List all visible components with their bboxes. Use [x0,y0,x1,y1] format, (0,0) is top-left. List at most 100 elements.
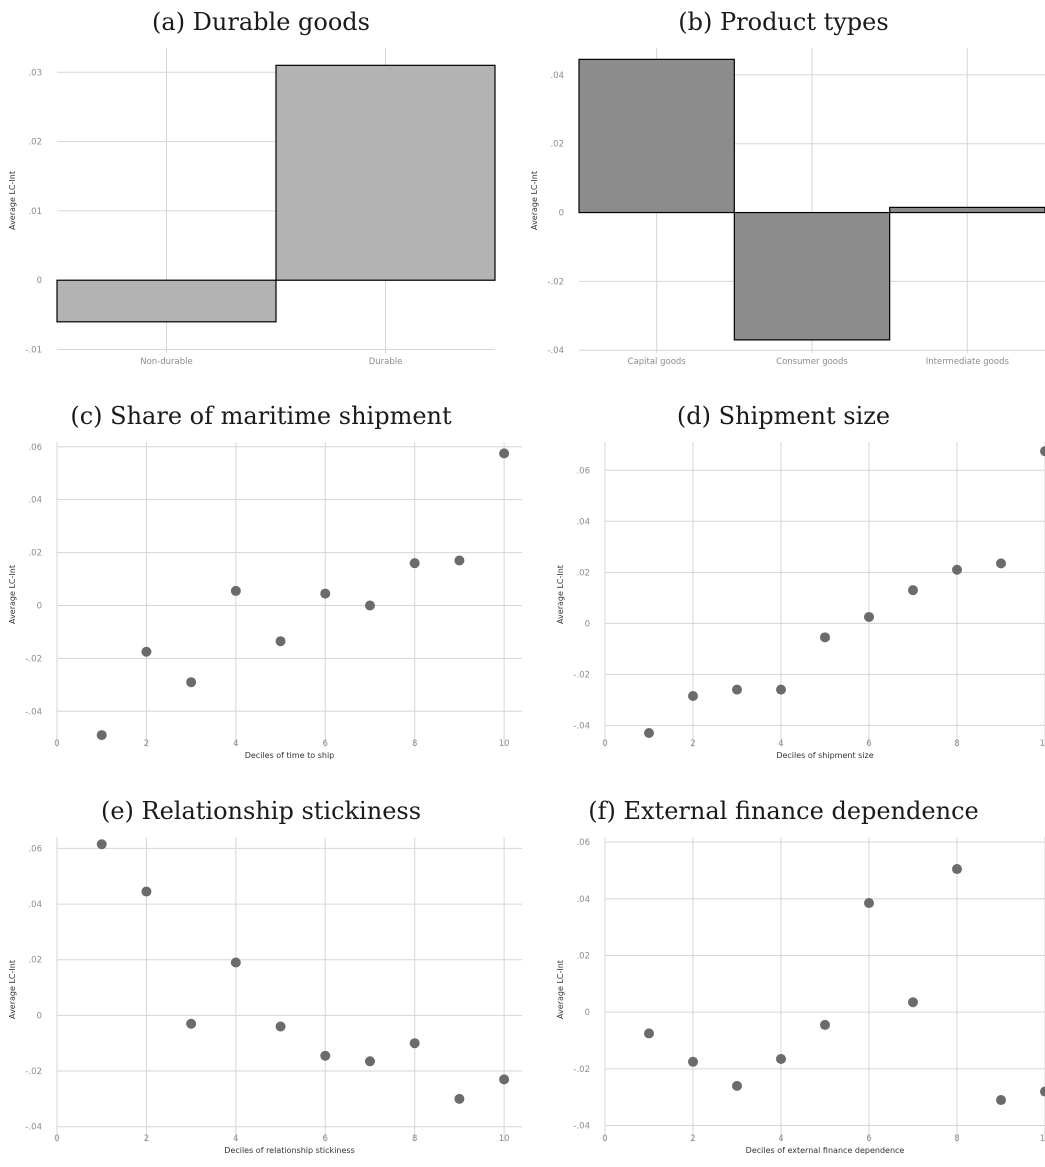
y-axis-label: Average LC-Int [8,171,17,230]
y-tick-label: .06 [576,466,590,476]
y-tick-label: -.01 [25,346,42,356]
data-point [230,585,241,596]
y-tick-label: 0 [585,1008,590,1018]
x-axis-label: Deciles of relationship stickiness [224,1146,355,1155]
y-tick-label: -.02 [25,1067,42,1077]
data-point [141,646,152,657]
x-tick-label: 8 [412,739,417,749]
y-tick-label: -.04 [25,1123,42,1133]
data-point [499,448,510,459]
x-axis-label: Deciles of shipment size [776,751,873,760]
y-tick-label: -.04 [25,707,42,717]
bar-consumer-goods [733,211,891,341]
x-tick-label: 4 [778,1134,783,1144]
y-tick-label: 0 [37,276,42,286]
x-category-label: Capital goods [628,357,687,367]
x-category-label: Consumer goods [776,357,848,367]
data-point [952,864,962,875]
data-point [275,1021,286,1032]
x-tick-label: 2 [690,739,695,749]
data-point [364,1056,375,1067]
x-tick-label: 2 [690,1134,695,1144]
x-tick-label: 10 [499,739,510,749]
y-tick-label: .01 [28,207,42,217]
data-point [732,684,742,695]
panel-e-title: (e) Relationship stickiness [100,797,422,825]
y-tick-label: .02 [550,140,564,150]
x-tick-label: 6 [866,739,871,749]
data-point [644,727,654,738]
y-tick-label: .04 [576,517,590,527]
x-tick-label: 6 [323,1134,328,1144]
x-category-label: Intermediate goods [926,357,1010,367]
y-axis-label: Average LC-Int [8,565,17,624]
data-point [409,558,420,569]
y-tick-label: 0 [37,601,42,611]
y-tick-label: .02 [28,549,42,559]
data-point [320,588,331,599]
y-tick-label: -.04 [547,346,564,356]
data-point [454,1093,465,1104]
data-point [820,1019,830,1030]
chart-shipment-size: 0 2 4 6 8 10 -.04 -.02 0 .02 .04 .06 Deciles of ship… [556,442,1045,760]
y-tick-label: .06 [576,838,590,848]
data-point [688,1056,698,1067]
bar-capital-goods [578,58,735,214]
y-tick-label: .02 [28,138,42,148]
data-point [96,839,107,850]
y-tick-label: 0 [37,1011,42,1021]
x-tick-label: 2 [144,739,149,749]
x-tick-label: 6 [323,739,328,749]
x-tick-label: 0 [54,739,59,749]
data-point [141,886,152,897]
data-point [864,611,874,622]
data-point [820,632,830,643]
y-tick-label: .02 [28,956,42,966]
chart-product-types: -.04 -.02 0 .02 .04 Capital goods Consumer goo… [530,48,1045,367]
data-point [409,1038,420,1049]
data-point [230,957,241,968]
data-point [996,1095,1006,1106]
panel-b-title: (b) Product types [678,8,889,36]
y-tick-label: 0 [559,209,564,219]
x-tick-label: 0 [602,1134,607,1144]
chart-relationship-stickiness: 0 2 4 6 8 10 -.04 -.02 0 .02 .04 .06 Deciles of rela… [8,837,522,1155]
y-axis-label: Average LC-Int [530,171,539,230]
y-tick-label: -.02 [547,277,564,287]
chart-durable-goods: -.01 0 .01 .02 .03 Non-durable Durable Average … [8,48,496,367]
data-point [732,1080,742,1091]
x-tick-label: 0 [54,1134,59,1144]
panel-a-title: (a) Durable goods [152,8,370,36]
x-tick-label: 10 [499,1134,510,1144]
data-point [908,997,918,1008]
y-tick-label: .03 [28,68,42,78]
x-axis-label: Deciles of external finance dependence [746,1146,905,1155]
y-axis-label: Average LC-Int [556,565,565,624]
panel-d-title: (d) Shipment size [676,402,891,430]
y-tick-label: -.02 [573,670,590,680]
data-point [776,1053,786,1064]
x-tick-label: 4 [233,1134,238,1144]
bar-intermediate-goods [889,206,1045,214]
panel-c-title: (c) Share of maritime shipment [70,402,452,430]
data-point [908,585,918,596]
y-tick-label: .06 [28,844,42,854]
x-tick-label: 8 [954,1134,959,1144]
data-point [186,1018,197,1029]
panel-f-title: (f) External finance dependence [588,797,979,825]
y-tick-label: .04 [550,71,564,81]
data-point [186,677,197,688]
x-category-label: Durable [369,357,403,367]
x-tick-label: 8 [412,1134,417,1144]
data-point [96,730,107,741]
data-point [1040,1086,1045,1097]
y-tick-label: -.02 [25,654,42,664]
data-point [952,564,962,575]
data-point [644,1028,654,1039]
y-tick-label: .04 [28,900,42,910]
data-point [275,636,286,647]
y-tick-label: -.02 [573,1065,590,1075]
y-tick-label: .04 [576,895,590,905]
x-tick-label: 4 [233,739,238,749]
y-tick-label: .06 [28,443,42,453]
